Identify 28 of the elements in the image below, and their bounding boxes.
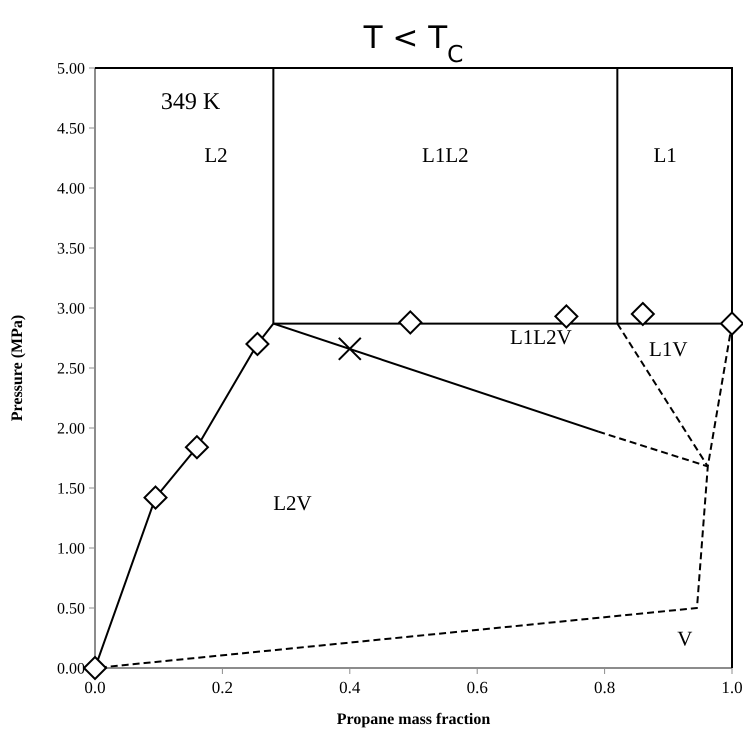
x-tick-label: 0.2	[212, 678, 234, 697]
y-tick-label: 2.50	[57, 360, 85, 378]
annotation: L2V	[273, 490, 312, 515]
annotation: L1V	[649, 337, 688, 362]
annotation: L1	[653, 142, 677, 167]
y-tick-label: 3.50	[57, 240, 85, 258]
annotation: 349 K	[160, 88, 221, 115]
annotation: L1L2	[422, 142, 469, 167]
annotation: V	[677, 626, 692, 650]
y-tick-label: 3.00	[57, 300, 85, 318]
y-tick-label: 0.00	[57, 660, 85, 678]
chart-title: T < T$_{C}$	[362, 20, 464, 68]
annotation: L2	[204, 142, 228, 167]
y-tick-label: 1.00	[57, 540, 85, 558]
x-tick-label: 0.8	[594, 678, 616, 697]
x-tick-label: 0.4	[339, 678, 361, 697]
x-tick-label: 1.0	[721, 678, 743, 697]
y-axis-title: Pressure (MPa)	[9, 314, 26, 422]
x-tick-label: 0.6	[466, 678, 488, 697]
y-tick-label: 1.50	[57, 480, 85, 498]
y-tick-label: 4.00	[57, 180, 85, 198]
y-tick-label: 0.50	[57, 600, 85, 618]
x-axis-title: Propane mass fraction	[336, 711, 490, 728]
x-tick-label: 0.0	[84, 678, 106, 697]
y-tick-label: 2.00	[57, 420, 85, 438]
y-tick-label: 4.50	[57, 120, 85, 138]
y-tick-label: 5.00	[57, 60, 85, 78]
annotation: L1L2V	[510, 325, 572, 350]
